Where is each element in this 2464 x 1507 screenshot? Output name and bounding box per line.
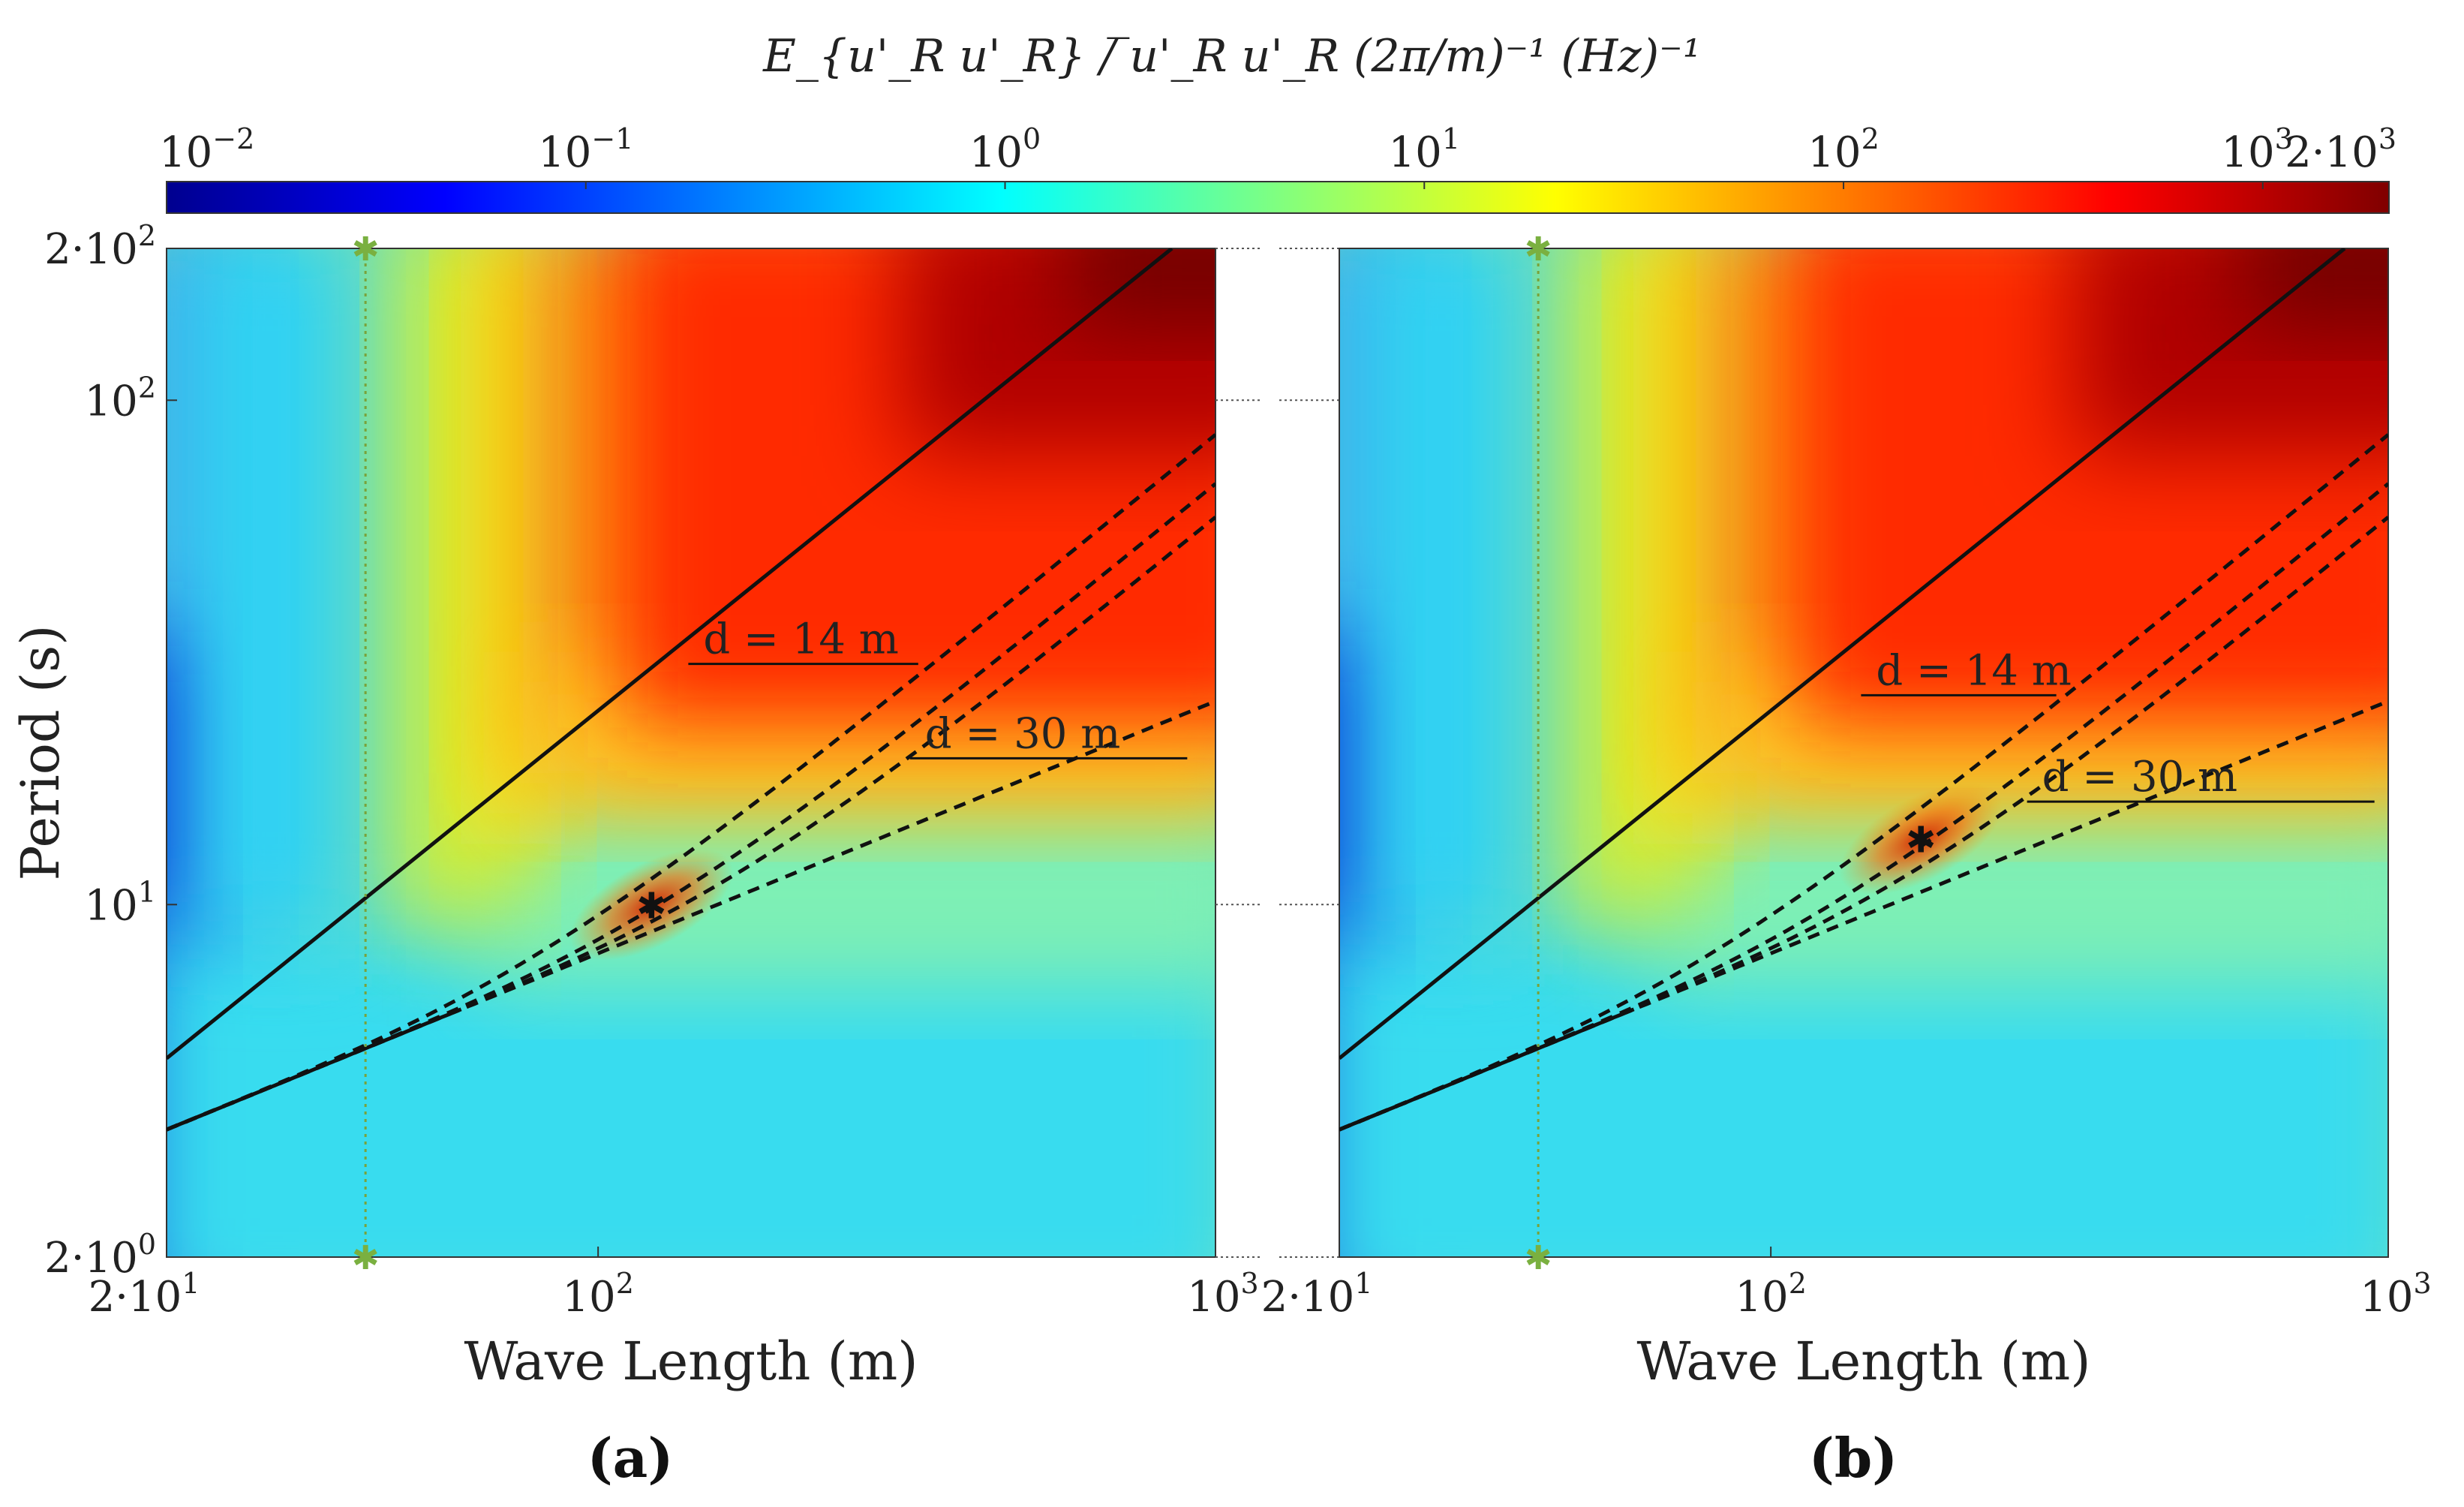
- dispersion-lines-a: [167, 248, 1215, 1257]
- solid-reference-line: [1339, 248, 2346, 1060]
- vertical-marker-star: ✱: [1525, 1239, 1552, 1277]
- vertical-marker-star: ✱: [352, 230, 380, 269]
- dispersion-lines-b: [1339, 248, 2388, 1257]
- heatmap-hotspot: [1839, 783, 2003, 895]
- panel-tag-a: (a): [587, 1426, 674, 1490]
- heatmap-region: [187, 248, 356, 945]
- colorbar-tick-label: 102: [1807, 122, 1879, 177]
- x-axis-label-b: Wave Length (m): [1636, 1331, 2090, 1392]
- dispersion-depth-line: [167, 433, 1215, 1132]
- colorbar-tick-label: 103: [2221, 122, 2292, 177]
- dispersion-depth-line: [1339, 433, 2388, 1132]
- panel-tag-b: (b): [1809, 1426, 1898, 1490]
- y-tick-label: 2·102: [44, 219, 156, 274]
- heatmap-hotspot: [569, 848, 734, 961]
- depth-label: d = 14 m: [1876, 646, 2072, 695]
- deep-water-solid-segment: [1339, 1007, 1635, 1132]
- colorbar: E_{u'_R u'_R} / ̅u'_R u'_R (2π/m)⁻¹ (Hz)…: [159, 30, 2396, 214]
- colorbar-gradient: [166, 181, 2390, 214]
- y-tick-label: 102: [85, 371, 156, 426]
- colorbar-tick-label: 2·103: [2285, 122, 2396, 177]
- colorbar-tick-label: 10−2: [159, 122, 254, 177]
- axes-frame-b: [1339, 248, 2389, 1258]
- y-tick-label: 101: [85, 875, 156, 930]
- depth-label: d = 30 m: [2042, 753, 2238, 802]
- panel-a: ✱ ✱ ✱ d = 14 m d = 30 m 2·101 102 103 2·100 101 1…: [10, 219, 1339, 1490]
- annotations-b: ✱ ✱ ✱ d = 14 m d = 30 m: [1525, 230, 2375, 1277]
- deep-water-solid-segment: [167, 1007, 462, 1132]
- colorbar-tick-label: 10−1: [538, 122, 633, 177]
- x-tick-label: 102: [1735, 1267, 1806, 1322]
- ticks-a: 2·101 102 103 2·100 101 102 2·102: [44, 219, 1339, 1322]
- x-tick-label: 2·101: [1261, 1267, 1373, 1322]
- heatmap-region: [1654, 803, 2388, 985]
- y-tick-label: 2·100: [44, 1228, 156, 1283]
- x-axis-label-a: Wave Length (m): [464, 1331, 918, 1392]
- depth-label: d = 14 m: [703, 615, 899, 664]
- peak-marker: ✱: [1906, 820, 1936, 862]
- solid-reference-line: [167, 248, 1173, 1060]
- y-axis-label: Period (s): [10, 625, 71, 881]
- vertical-marker-star: ✱: [1525, 230, 1552, 269]
- x-tick-label: 103: [1187, 1267, 1258, 1322]
- x-tick-label: 103: [2360, 1267, 2431, 1322]
- panel-b: ✱ ✱ ✱ d = 14 m d = 30 m 2·101 102 103 Wave Len…: [1261, 230, 2432, 1490]
- colorbar-tick-label: 100: [969, 122, 1041, 177]
- x-tick-label: 102: [562, 1267, 633, 1322]
- heatmap-b: [1339, 248, 2388, 1257]
- vertical-marker-star: ✱: [352, 1239, 380, 1277]
- colorbar-title: E_{u'_R u'_R} / ̅u'_R u'_R (2π/m)⁻¹ (Hz)…: [762, 30, 1701, 83]
- axes-frame-a: [166, 248, 1216, 1258]
- peak-marker: ✱: [636, 885, 666, 927]
- x-tick-label: 2·101: [89, 1267, 200, 1322]
- heatmap-a: [167, 248, 1215, 1257]
- ticks-b: 2·101 102 103: [1261, 1247, 2432, 1322]
- heatmap-region: [1360, 248, 1528, 945]
- depth-label: d = 30 m: [925, 709, 1121, 758]
- colorbar-tick-label: 101: [1389, 122, 1460, 177]
- annotations-a: ✱ ✱ ✱ d = 14 m d = 30 m: [352, 230, 1188, 1277]
- heatmap-region: [1068, 248, 1215, 325]
